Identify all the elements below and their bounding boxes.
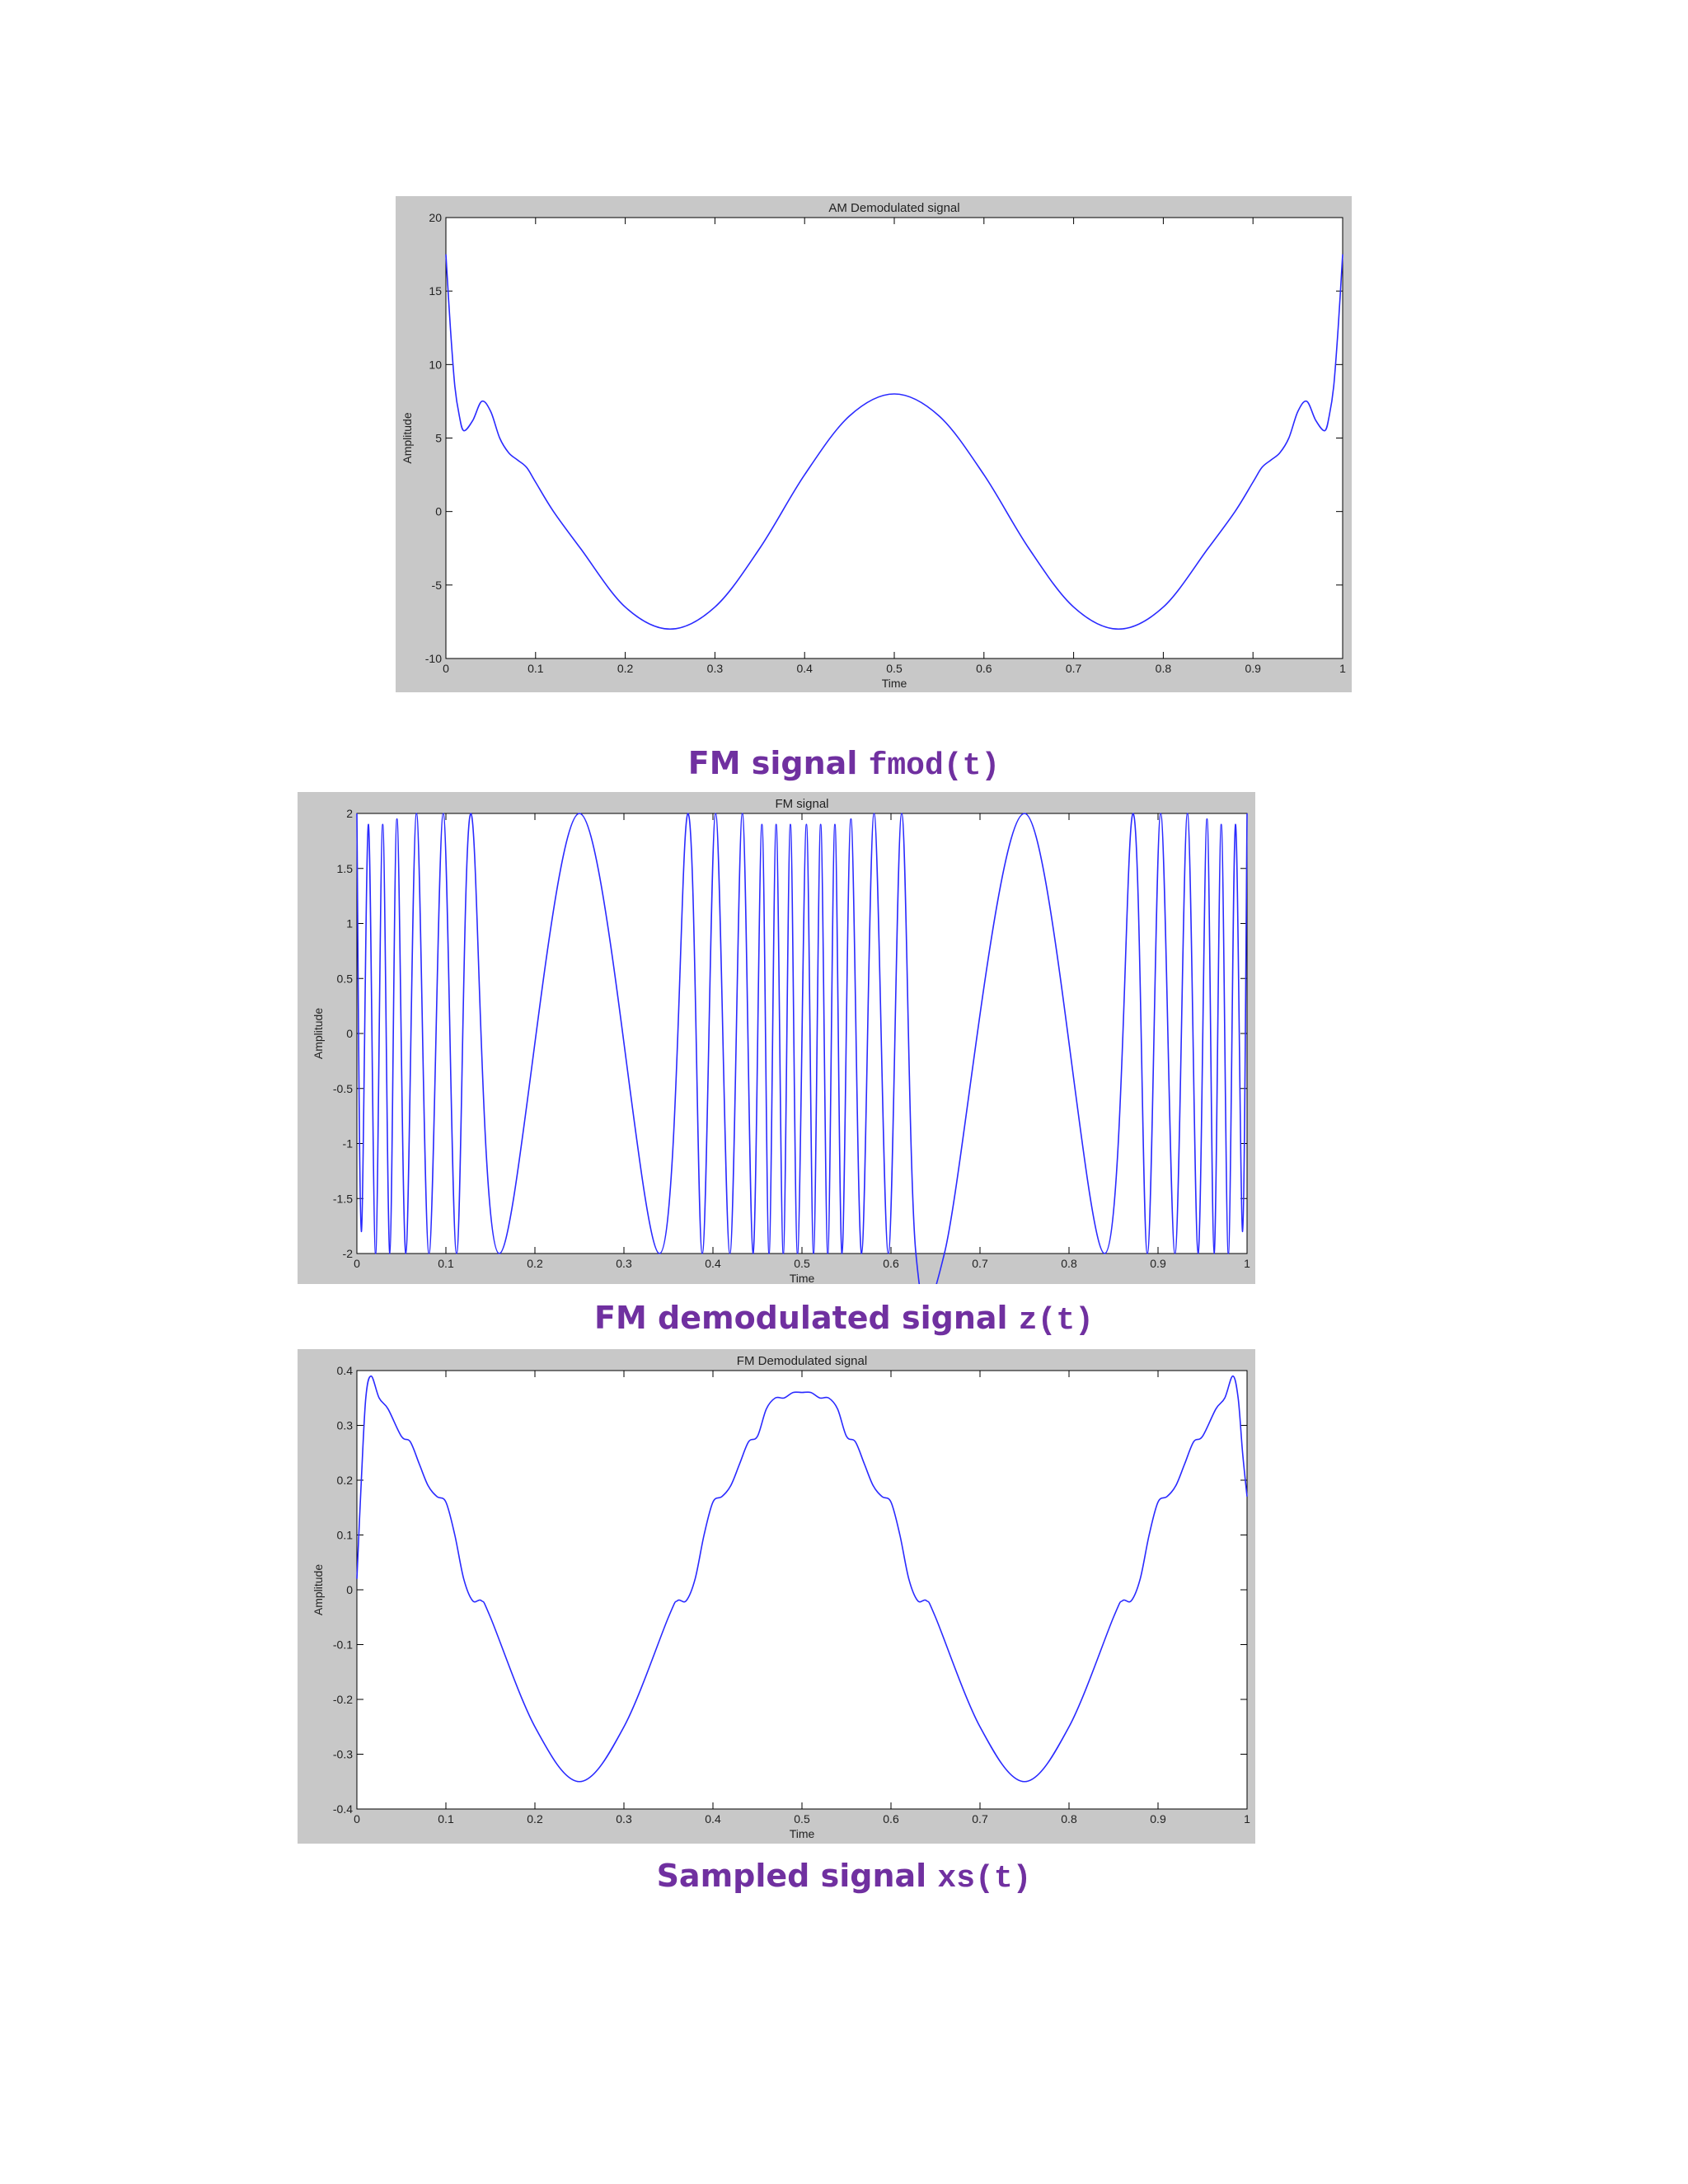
x-axis-label: Time [790, 1827, 815, 1840]
y-tick-label: 0.4 [337, 1364, 354, 1377]
x-tick-label: 0.2 [617, 662, 634, 675]
y-tick-label: -2 [343, 1247, 354, 1260]
y-tick-label: -1 [343, 1137, 354, 1151]
y-tick-label: 0 [346, 1027, 353, 1040]
fm-signal-chart: FM signal 0 0.1 0.2 0.3 0.4 0.5 0.6 0.7 0.8 0.9 1 -2… [312, 797, 1250, 1284]
fm-demodulated-chart: FM Demodulated signal 0 0.1 0.2 0.3 0.4 0.5 0.6… [312, 1354, 1250, 1840]
y-axis-label: Amplitude [401, 412, 414, 463]
chart-title: FM Demodulated signal [737, 1354, 867, 1368]
caption-fm-demodulated-text: FM demodulated signal [594, 1300, 1019, 1336]
x-tick-label: 0.6 [883, 1812, 899, 1825]
x-tick-label: 1 [1244, 1257, 1250, 1270]
caption-fm-signal: FM signal fmod(t) [0, 743, 1688, 786]
x-tick-label: 0 [354, 1257, 360, 1270]
x-tick-label: 0.2 [527, 1257, 543, 1270]
y-tick-label: 1 [346, 917, 353, 930]
y-tick-label: -1.5 [333, 1192, 353, 1205]
x-tick-label: 0.8 [1156, 662, 1172, 675]
y-tick-label: -5 [432, 579, 443, 592]
x-tick-label: 0.8 [1061, 1812, 1077, 1825]
x-tick-label: 0.1 [438, 1257, 454, 1270]
am-demodulated-chart: AM Demodulated signal 0 0.1 0.2 0.3 0.4 0.5 0.6… [401, 201, 1346, 690]
x-tick-label: 0.3 [616, 1812, 632, 1825]
x-tick-label: 0 [443, 662, 449, 675]
x-tick-label: 0.6 [883, 1257, 899, 1270]
y-tick-label: 0.1 [337, 1529, 354, 1542]
y-tick-label: 0.2 [337, 1474, 354, 1487]
x-tick-label: 0 [354, 1812, 360, 1825]
series-line [445, 254, 1343, 630]
x-tick-label: 0.9 [1245, 662, 1261, 675]
x-tick-label: 1 [1244, 1812, 1250, 1825]
y-tick-label: 20 [429, 211, 442, 224]
x-tick-label: 0.9 [1150, 1812, 1166, 1825]
x-tick-label: 0.3 [707, 662, 724, 675]
caption-sampled-signal: Sampled signal xs(t) [0, 1856, 1688, 1899]
caption-fm-signal-code: fmod(t) [868, 748, 1001, 784]
y-tick-label: -0.4 [333, 1802, 353, 1816]
series-line [356, 1375, 1248, 1783]
plot-area [445, 217, 1343, 659]
x-tick-label: 0.6 [976, 662, 992, 675]
caption-fm-demodulated-code: z(t) [1018, 1303, 1094, 1338]
x-tick-label: 0.9 [1150, 1257, 1166, 1270]
y-tick-label: 5 [435, 432, 442, 445]
y-tick-label: 1.5 [337, 862, 354, 875]
x-tick-label: 0.5 [794, 1812, 810, 1825]
x-tick-label: 0.1 [438, 1812, 454, 1825]
y-tick-label: 0 [346, 1583, 353, 1596]
x-tick-label: 0.5 [794, 1257, 810, 1270]
y-tick-label: -10 [425, 652, 442, 665]
x-tick-label: 0.2 [527, 1812, 543, 1825]
y-tick-label: -0.3 [333, 1748, 353, 1761]
x-tick-label: 0.1 [528, 662, 544, 675]
caption-sampled-signal-text: Sampled signal [656, 1858, 938, 1894]
x-tick-label: 0.4 [796, 662, 813, 675]
x-tick-label: 0.4 [705, 1257, 721, 1270]
caption-sampled-signal-code: xs(t) [937, 1861, 1032, 1896]
y-tick-label: -0.5 [333, 1082, 353, 1095]
y-axis-label: Amplitude [312, 1008, 325, 1059]
y-axis-label: Amplitude [312, 1564, 325, 1615]
x-axis-label: Time [882, 677, 907, 690]
chart-title: FM signal [775, 797, 828, 811]
y-tick-label: 2 [346, 807, 353, 820]
plot-area [356, 1370, 1248, 1810]
y-tick-label: 0.5 [337, 972, 354, 985]
y-tick-label: 15 [429, 284, 442, 298]
x-tick-label: 0.7 [972, 1257, 988, 1270]
caption-fm-signal-text: FM signal [687, 745, 869, 781]
x-tick-label: 1 [1339, 662, 1346, 675]
am-demodulated-figure: AM Demodulated signal 0 0.1 0.2 0.3 0.4 0.5 0.6… [396, 196, 1352, 692]
caption-fm-demodulated: FM demodulated signal z(t) [0, 1298, 1688, 1341]
y-tick-label: 10 [429, 358, 442, 371]
x-tick-label: 0.3 [616, 1257, 632, 1270]
series-line [356, 813, 1248, 1284]
x-tick-label: 0.5 [886, 662, 903, 675]
y-tick-label: -0.1 [333, 1638, 353, 1652]
fm-signal-figure: FM signal 0 0.1 0.2 0.3 0.4 0.5 0.6 0.7 0.8 0.9 1 -2… [298, 792, 1255, 1284]
x-tick-label: 0.8 [1061, 1257, 1077, 1270]
y-tick-label: 0 [435, 505, 442, 518]
fm-demodulated-figure: FM Demodulated signal 0 0.1 0.2 0.3 0.4 0.5 0.6… [298, 1349, 1255, 1844]
y-tick-label: -0.2 [333, 1693, 353, 1706]
x-tick-label: 0.4 [705, 1812, 721, 1825]
chart-title: AM Demodulated signal [828, 201, 959, 215]
x-tick-label: 0.7 [1066, 662, 1082, 675]
y-tick-label: 0.3 [337, 1419, 354, 1432]
x-axis-label: Time [790, 1272, 815, 1284]
x-tick-label: 0.7 [972, 1812, 988, 1825]
